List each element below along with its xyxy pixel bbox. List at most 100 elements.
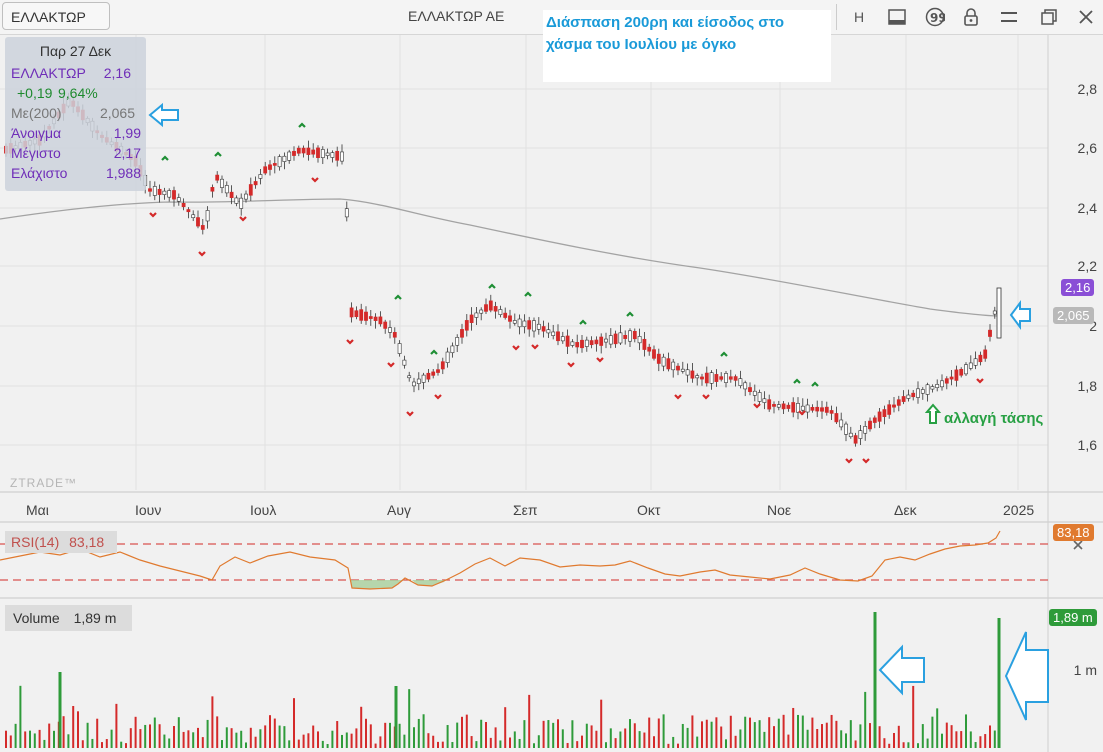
volume-bar — [768, 717, 771, 748]
swing-low-marker — [239, 216, 247, 222]
restore-window-icon[interactable] — [1038, 6, 1060, 28]
volume-bar — [648, 717, 651, 748]
candle-body — [748, 387, 752, 392]
candle-body — [968, 362, 973, 369]
candle-body — [930, 386, 935, 390]
candle-body — [167, 190, 172, 198]
volume-bar — [470, 736, 473, 748]
volume-arrow-icon — [878, 644, 925, 696]
volume-label: Volume — [13, 610, 60, 626]
volume-bar — [110, 729, 113, 748]
volume-arrow-icon — [1004, 631, 1049, 721]
volume-bar — [725, 739, 727, 748]
rsi-line — [0, 530, 1001, 590]
volume-bar — [389, 722, 391, 748]
volume-bar — [379, 736, 382, 748]
candle-body — [292, 150, 296, 156]
volume-bar — [307, 733, 310, 748]
volume-bar — [374, 743, 377, 748]
volume-bar — [883, 738, 886, 748]
volume-bar — [528, 694, 531, 748]
volume-bar — [921, 724, 924, 748]
volume-bar — [825, 722, 828, 748]
candle-body — [637, 336, 642, 344]
candle-body — [368, 316, 373, 319]
volume-bar — [201, 737, 204, 748]
candle-body — [488, 300, 493, 311]
candle-body — [498, 309, 503, 315]
volume-bar — [859, 724, 862, 748]
volume-bar — [192, 732, 195, 748]
candle-body — [263, 166, 268, 174]
quote-icon[interactable]: 99 — [924, 6, 946, 28]
candle-body — [220, 178, 224, 188]
ma200-line — [0, 198, 1001, 317]
candle-body — [196, 217, 200, 227]
menu-icon[interactable] — [998, 6, 1020, 28]
volume-bar — [974, 742, 977, 748]
volume-bar — [600, 699, 603, 748]
volume-bar — [816, 729, 819, 748]
volume-bar — [350, 733, 353, 748]
breakout-candle — [996, 287, 1002, 339]
candle-body — [613, 333, 618, 345]
candle-body — [407, 375, 412, 379]
volume-bar — [797, 714, 799, 748]
candle-body — [776, 404, 781, 408]
volume-bar — [907, 742, 910, 748]
volume-bar — [686, 727, 689, 748]
volume-bar — [729, 715, 732, 748]
symbol-row: ΕΛΛΑΚΤΩΡ 2,16 — [11, 65, 141, 83]
swing-markers — [149, 122, 984, 464]
candle-body — [565, 335, 570, 347]
volume-bar — [969, 731, 972, 748]
volume-bar — [782, 714, 785, 748]
candle-body — [541, 326, 546, 332]
rsi-close-icon[interactable] — [1073, 540, 1083, 550]
swing-high-marker — [793, 378, 801, 384]
ma-arrow-icon — [148, 102, 179, 128]
swing-high-marker — [394, 294, 402, 300]
swing-low-marker — [406, 411, 414, 417]
volume-bar — [984, 734, 987, 748]
candle-body — [834, 413, 839, 423]
panel-icon[interactable] — [886, 6, 908, 28]
volume-bar — [777, 718, 780, 748]
volume-bar — [101, 742, 103, 748]
candle-body — [272, 163, 277, 166]
volume-bar — [993, 730, 996, 748]
time-axis-label: 2025 — [1003, 502, 1035, 518]
candle-body — [359, 309, 364, 321]
swing-low-marker — [531, 344, 539, 350]
volume-bar — [485, 722, 487, 748]
note-line: Διάσπαση 200ρη και είσοδος στο — [546, 14, 785, 31]
candle-body — [330, 152, 335, 158]
lock-icon[interactable] — [960, 6, 982, 28]
volume-bar — [758, 720, 761, 748]
volume-bar — [744, 716, 747, 748]
candle-body — [594, 339, 599, 345]
volume-bar — [945, 722, 948, 748]
symbol-selector[interactable]: ΕΛΛΑΚΤΩΡ — [2, 2, 110, 30]
candle-body — [287, 151, 292, 161]
swing-high-marker — [720, 351, 728, 357]
candle-body — [469, 314, 474, 323]
candle-body — [589, 340, 594, 346]
candle-body — [484, 304, 488, 312]
volume-bar — [585, 723, 588, 748]
candle-body — [733, 376, 738, 381]
open-row: Άνοιγμα 1,99 — [11, 125, 141, 143]
candle-body — [628, 330, 632, 342]
volume-bar — [902, 742, 905, 748]
volume-bar — [494, 727, 497, 748]
volume-bar — [629, 719, 631, 748]
swing-high-marker — [430, 349, 438, 355]
h-button[interactable]: H — [853, 9, 865, 25]
close-icon[interactable] — [1075, 6, 1097, 28]
ma-value: 2,065 — [99, 105, 135, 121]
candle-body — [820, 407, 824, 412]
candle-body — [632, 330, 637, 340]
swing-high-marker — [811, 381, 819, 387]
candle-body — [421, 374, 426, 383]
